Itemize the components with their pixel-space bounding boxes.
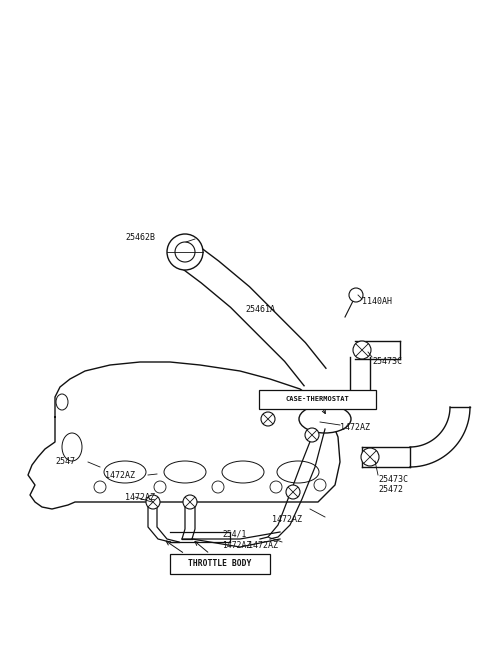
Text: 25473C: 25473C xyxy=(378,474,408,484)
Text: 2547: 2547 xyxy=(55,457,75,466)
Circle shape xyxy=(183,495,197,509)
Text: THROTTLE BODY: THROTTLE BODY xyxy=(188,560,252,568)
FancyBboxPatch shape xyxy=(259,390,375,409)
Text: CASE-THERMOSTAT: CASE-THERMOSTAT xyxy=(285,396,349,402)
Circle shape xyxy=(353,341,371,359)
Text: 25462B: 25462B xyxy=(125,233,155,242)
Text: 25473C: 25473C xyxy=(372,357,402,365)
Text: 1472AZ: 1472AZ xyxy=(272,516,302,524)
Circle shape xyxy=(349,288,363,302)
Circle shape xyxy=(146,495,160,509)
Circle shape xyxy=(286,485,300,499)
Text: 1472AZ: 1472AZ xyxy=(105,470,135,480)
Circle shape xyxy=(305,428,319,442)
Circle shape xyxy=(261,412,275,426)
Circle shape xyxy=(361,448,379,466)
Text: 1472AZ: 1472AZ xyxy=(222,541,251,549)
Polygon shape xyxy=(410,407,470,467)
Text: 254/1: 254/1 xyxy=(222,530,246,539)
Ellipse shape xyxy=(299,405,351,433)
FancyBboxPatch shape xyxy=(170,554,270,574)
Text: 1472AZ: 1472AZ xyxy=(125,493,155,501)
Circle shape xyxy=(175,242,195,262)
Circle shape xyxy=(167,234,203,270)
Text: 25461A: 25461A xyxy=(245,304,275,313)
Text: 1472AZ: 1472AZ xyxy=(248,541,278,549)
Text: 1140AH: 1140AH xyxy=(362,298,392,307)
Text: 1472AZ: 1472AZ xyxy=(340,422,370,432)
Text: 25472: 25472 xyxy=(378,484,403,493)
